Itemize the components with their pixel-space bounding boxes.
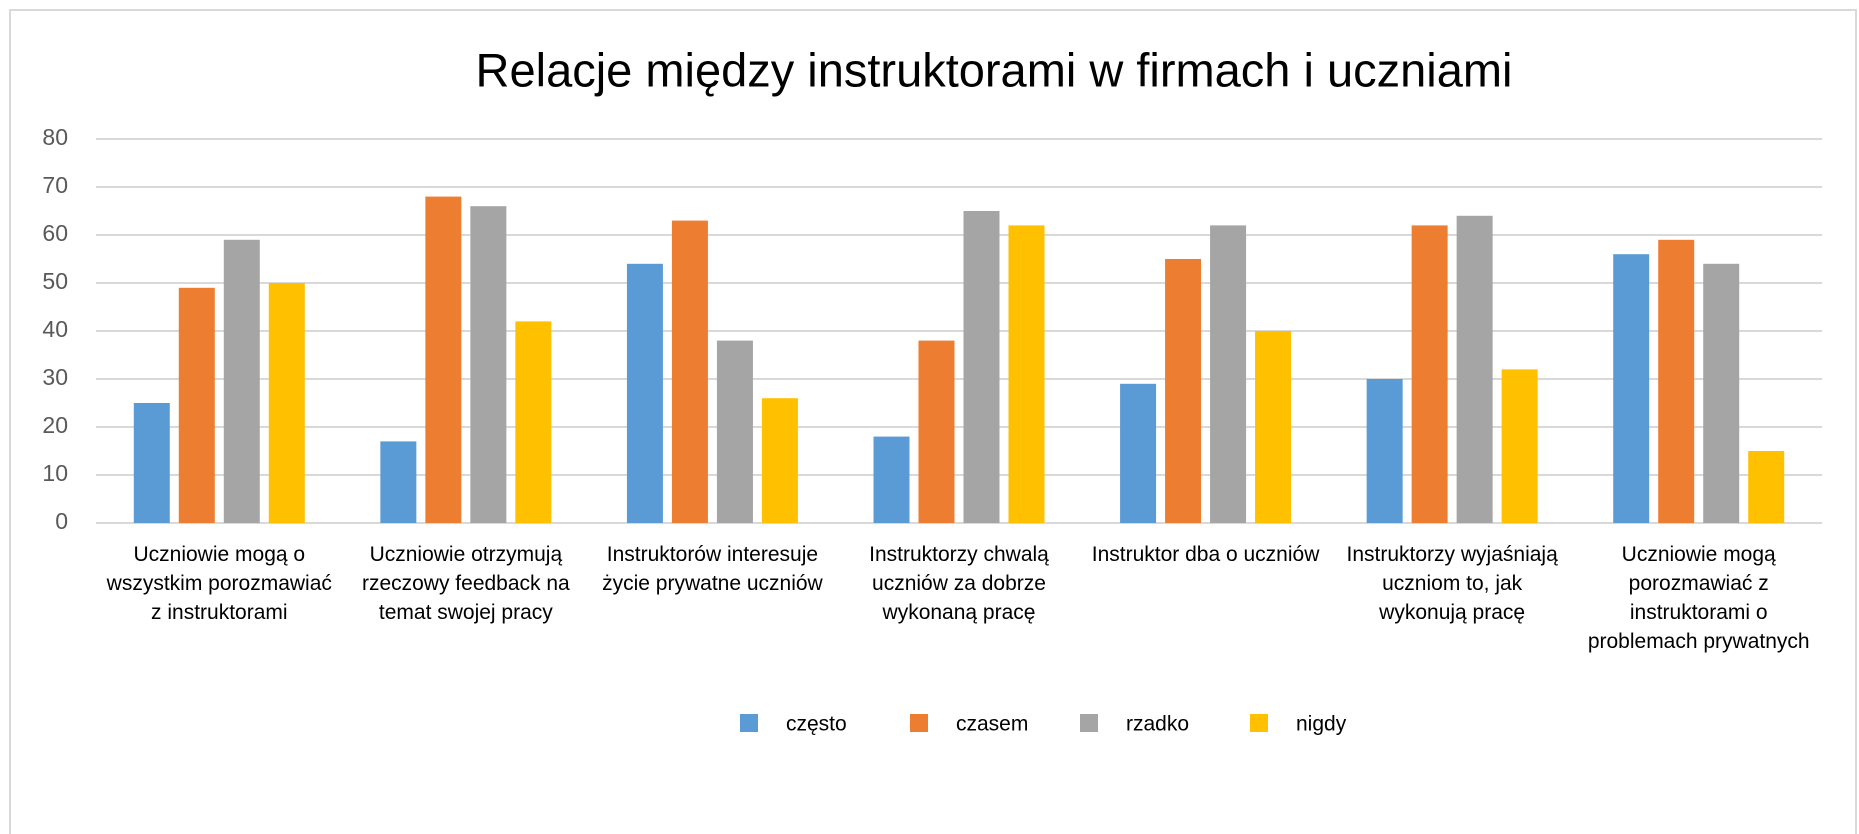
legend-swatch xyxy=(1080,714,1098,732)
bar xyxy=(1255,331,1292,523)
y-tick-label: 60 xyxy=(42,220,68,246)
legend-swatch xyxy=(1250,714,1268,732)
bar xyxy=(470,206,507,523)
y-tick-label: 30 xyxy=(42,364,68,390)
y-tick-label: 10 xyxy=(42,460,68,486)
legend-label: często xyxy=(786,713,847,736)
chart-border xyxy=(9,9,1857,834)
bar xyxy=(1501,369,1538,523)
bar xyxy=(671,220,708,523)
bar xyxy=(515,321,552,523)
x-tick-label: Instruktorów interesuje życie prywatne u… xyxy=(602,543,823,595)
legend-label: nigdy xyxy=(1296,713,1347,736)
bar xyxy=(1165,259,1202,523)
bar xyxy=(1411,225,1448,523)
bar xyxy=(963,211,1000,523)
y-tick-label: 40 xyxy=(42,316,68,342)
bar xyxy=(223,239,260,524)
y-tick-label: 80 xyxy=(42,124,68,150)
bar xyxy=(873,436,910,523)
bar xyxy=(133,403,170,523)
bar xyxy=(1613,254,1650,523)
bar xyxy=(918,340,955,523)
chart-title: Relacje między instruktorami w firmach i… xyxy=(476,43,1513,96)
bar xyxy=(1366,379,1403,523)
y-tick-label: 70 xyxy=(42,172,68,198)
bar xyxy=(626,263,663,523)
bar xyxy=(1120,383,1157,523)
x-tick-label: Uczniowie mogą porozmawiać z instruktora… xyxy=(1587,543,1810,653)
bar xyxy=(1210,225,1247,523)
x-tick-label: Instruktorzy wyjaśniają uczniom to, jak … xyxy=(1346,543,1558,624)
bar xyxy=(716,340,753,523)
bar xyxy=(761,398,798,523)
x-tick-label: Instruktorzy chwalą uczniów za dobrze wy… xyxy=(869,543,1049,624)
legend-swatch xyxy=(740,714,758,732)
bar xyxy=(425,196,462,523)
bar xyxy=(1703,263,1740,523)
legend-swatch xyxy=(910,714,928,732)
y-tick-label: 20 xyxy=(42,412,68,438)
bar xyxy=(1008,225,1045,523)
bar xyxy=(1658,239,1695,524)
bar xyxy=(268,283,305,523)
y-tick-label: 0 xyxy=(55,508,68,534)
legend-label: czasem xyxy=(956,713,1028,736)
bar xyxy=(178,287,215,523)
x-tick-label: Uczniowie mogą o wszystkim porozmawiać z… xyxy=(106,543,332,624)
bar xyxy=(1456,215,1493,524)
y-tick-label: 50 xyxy=(42,268,68,294)
bar xyxy=(1748,451,1785,523)
legend-label: rzadko xyxy=(1126,713,1189,736)
x-tick-label: Uczniowie otrzymują rzeczowy feedback na… xyxy=(361,543,570,624)
x-tick-label: Instruktor dba o uczniów xyxy=(1091,543,1320,566)
bar xyxy=(380,441,417,523)
